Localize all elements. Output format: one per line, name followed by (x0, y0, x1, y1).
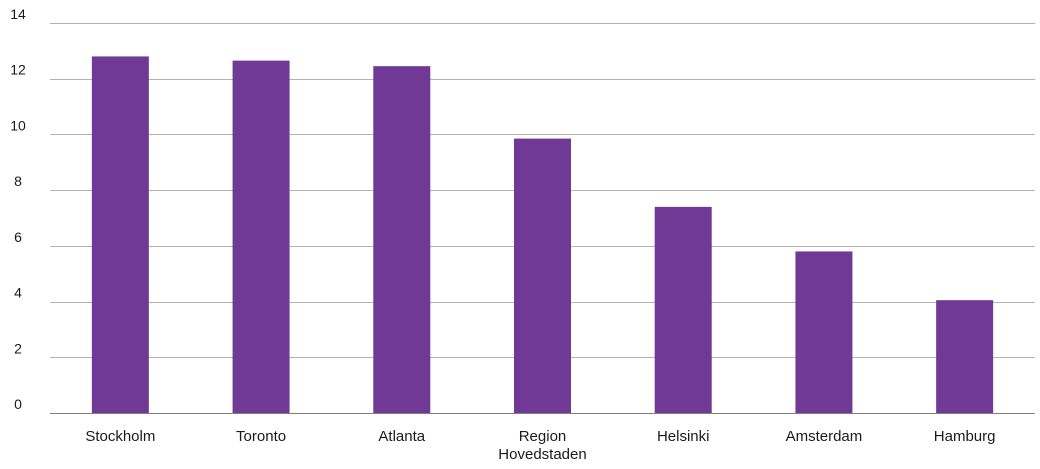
y-tick-label: 10 (10, 117, 26, 133)
x-tick-label: Amsterdam (786, 428, 863, 445)
y-tick-label: 8 (14, 173, 22, 189)
x-tick-label-line: Helsinki (657, 428, 710, 445)
y-tick-label: 0 (14, 396, 22, 412)
bar (91, 56, 149, 414)
x-tick-label: Toronto (236, 428, 286, 445)
x-tick-label-line: Toronto (236, 428, 286, 445)
bar (936, 300, 994, 413)
x-tick-label-line: Amsterdam (786, 428, 863, 445)
bar (654, 206, 712, 413)
x-axis-tick-labels: Stockholm Toronto Atlanta Region Hovedstaden… (85, 428, 995, 463)
x-tick-label-line: Stockholm (85, 428, 155, 445)
y-axis-tick-labels: 0 2 4 6 8 10 12 14 (10, 6, 26, 412)
bars (91, 56, 994, 414)
bar (232, 60, 290, 413)
x-tick-label-line: Hovedstaden (498, 446, 586, 463)
x-tick-label: Region Hovedstaden (498, 428, 586, 463)
x-tick-label-line: Hamburg (934, 428, 996, 445)
y-tick-label: 4 (14, 285, 22, 301)
x-tick-label-line: Atlanta (378, 428, 425, 445)
x-tick-label: Stockholm (85, 428, 155, 445)
x-tick-label-line: Region (519, 428, 567, 445)
y-tick-label: 6 (14, 229, 22, 245)
x-tick-label: Helsinki (657, 428, 710, 445)
y-tick-label: 12 (10, 62, 26, 78)
y-tick-label: 14 (10, 6, 26, 22)
bar (514, 138, 571, 413)
bar (795, 251, 853, 413)
y-tick-label: 2 (14, 340, 22, 356)
x-tick-label: Hamburg (934, 428, 996, 445)
bar (373, 66, 431, 413)
x-tick-label: Atlanta (378, 428, 425, 445)
